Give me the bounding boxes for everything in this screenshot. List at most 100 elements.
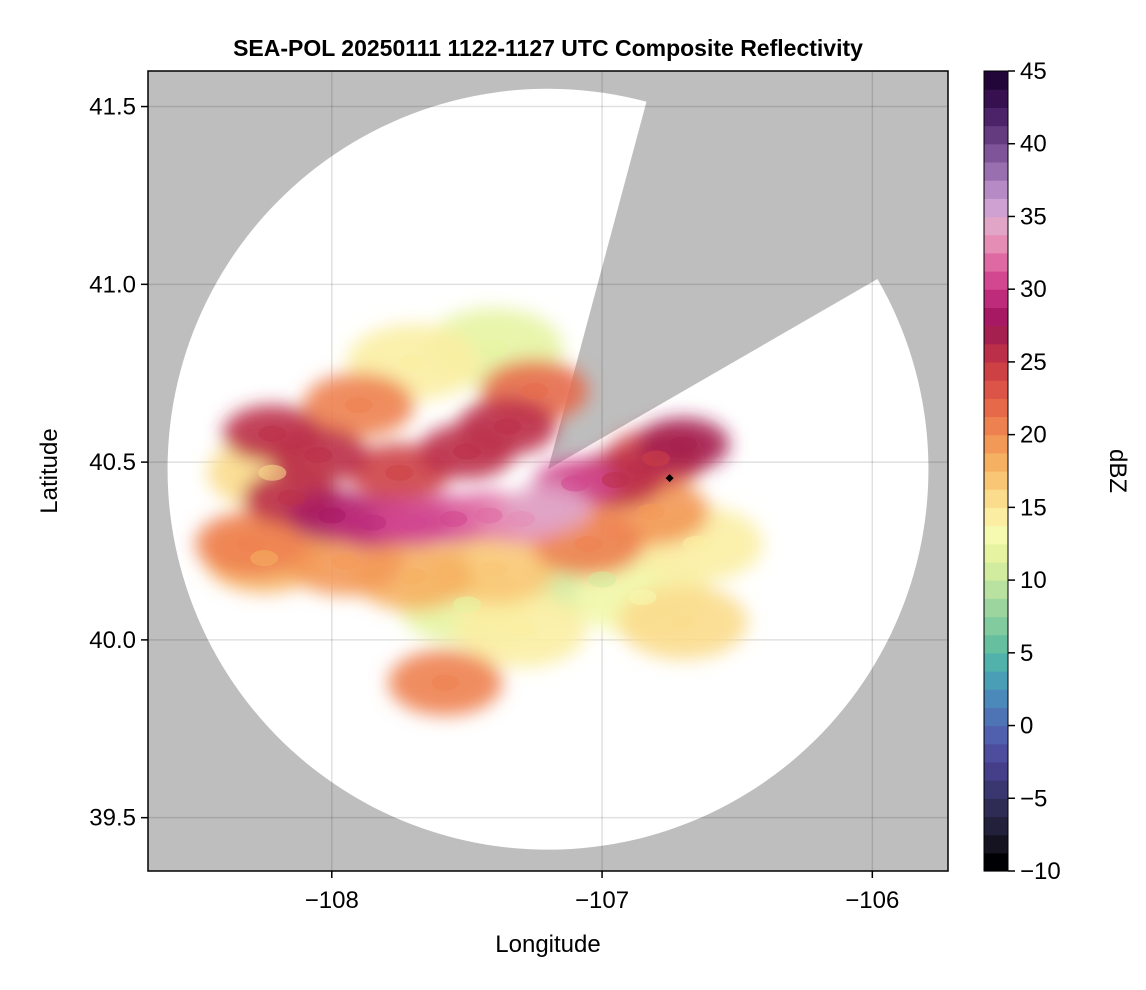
echo-core bbox=[479, 340, 508, 357]
colorbar-tick-label: 40 bbox=[1020, 131, 1047, 158]
colorbar-segment bbox=[984, 707, 1008, 727]
colorbar-segment bbox=[984, 725, 1008, 745]
echo-core bbox=[601, 471, 630, 488]
colorbar-segment bbox=[984, 798, 1008, 818]
colorbar-segment bbox=[984, 416, 1008, 436]
colorbar-segment bbox=[984, 689, 1008, 708]
x-tick-label: −107 bbox=[575, 887, 629, 914]
colorbar-segment bbox=[984, 507, 1008, 527]
plot-frame bbox=[147, 70, 949, 872]
colorbar-segment bbox=[984, 761, 1008, 781]
colorbar-segment bbox=[984, 252, 1008, 272]
echo-core bbox=[452, 443, 481, 460]
colorbar-segment bbox=[984, 234, 1008, 254]
echo-core bbox=[479, 560, 508, 577]
echo-core bbox=[474, 507, 503, 524]
x-tick-label: −108 bbox=[305, 887, 359, 914]
colorbar-segment bbox=[984, 543, 1008, 563]
echo-core bbox=[636, 503, 665, 520]
echo-core bbox=[669, 436, 698, 453]
colorbar-segment bbox=[984, 598, 1008, 618]
colorbar-segment bbox=[984, 180, 1008, 199]
echo-core bbox=[331, 553, 360, 570]
colorbar-segment bbox=[984, 580, 1008, 599]
echo-core bbox=[398, 354, 427, 371]
echo-core bbox=[642, 450, 671, 467]
colorbar-segment bbox=[984, 743, 1008, 763]
colorbar-tick-label: 5 bbox=[1020, 640, 1033, 667]
echo-core bbox=[493, 418, 522, 435]
colorbar-segment bbox=[984, 71, 1008, 90]
colorbar-segment bbox=[984, 198, 1008, 218]
colorbar-segment bbox=[984, 652, 1008, 672]
echo-core bbox=[317, 507, 346, 524]
colorbar-tick-label: 35 bbox=[1020, 203, 1047, 230]
echo-core bbox=[358, 514, 387, 531]
y-tick-label: 41.5 bbox=[89, 94, 136, 121]
echo-core bbox=[682, 535, 711, 552]
echo-core bbox=[250, 550, 279, 567]
colorbar-segment bbox=[984, 125, 1008, 145]
colorbar-segment bbox=[984, 816, 1008, 836]
colorbar-tick-label: 15 bbox=[1020, 494, 1047, 521]
colorbar-segment bbox=[984, 434, 1008, 454]
echo-core bbox=[236, 535, 265, 552]
colorbar-segment bbox=[984, 671, 1008, 690]
site-marker-diamond bbox=[665, 474, 674, 483]
echo-core bbox=[304, 447, 333, 463]
y-tick-label: 40.5 bbox=[89, 449, 136, 476]
chart-title: SEA-POL 20250111 1122-1127 UTC Composite… bbox=[233, 35, 863, 61]
colorbar-frame bbox=[983, 70, 1009, 872]
colorbar-segment bbox=[984, 525, 1008, 545]
colorbar-segment bbox=[984, 489, 1008, 508]
y-tick-label: 39.5 bbox=[89, 805, 136, 832]
colorbar-segment bbox=[984, 307, 1008, 327]
colorbar-segment bbox=[984, 107, 1008, 127]
colorbar-tick-label: 10 bbox=[1020, 567, 1047, 594]
y-tick-label: 40.0 bbox=[89, 627, 136, 654]
echo-core bbox=[258, 425, 287, 442]
colorbar-ticks: −10 −5 0 5 10 15 20 25 30 35 40 45 bbox=[1008, 58, 1061, 885]
colorbar-segment bbox=[984, 216, 1008, 236]
colorbar bbox=[984, 71, 1008, 872]
colorbar-tick-label: −10 bbox=[1020, 858, 1061, 885]
colorbar-segment bbox=[984, 161, 1008, 181]
colorbar-segment bbox=[984, 398, 1008, 418]
plot-area bbox=[148, 71, 948, 871]
echo-core bbox=[669, 614, 698, 631]
x-axis-label: Longitude bbox=[495, 931, 600, 958]
colorbar-segment bbox=[984, 834, 1008, 854]
echo-core bbox=[628, 589, 657, 606]
y-axis-label: Latitude bbox=[36, 428, 63, 513]
colorbar-segment bbox=[984, 380, 1008, 399]
colorbar-segment bbox=[984, 143, 1008, 163]
colorbar-segment bbox=[984, 634, 1008, 654]
y-axis-ticks: 39.5 40.0 40.5 41.0 41.5 bbox=[89, 94, 148, 832]
echo-core bbox=[452, 596, 481, 613]
colorbar-segment bbox=[984, 780, 1008, 799]
colorbar-tick-label: 20 bbox=[1020, 422, 1047, 449]
y-tick-label: 41.0 bbox=[89, 271, 136, 298]
echo-core bbox=[506, 621, 535, 638]
echo-core bbox=[520, 383, 549, 399]
colorbar-segment bbox=[984, 561, 1008, 581]
echo-core bbox=[398, 514, 427, 531]
x-axis-ticks: −108 −107 −106 bbox=[305, 871, 899, 914]
x-tick-label: −106 bbox=[845, 887, 899, 914]
colorbar-tick-label: 0 bbox=[1020, 713, 1033, 740]
echo-core bbox=[398, 567, 427, 584]
colorbar-tick-label: −5 bbox=[1020, 785, 1047, 812]
echo-core bbox=[534, 500, 562, 517]
echo-core bbox=[344, 397, 373, 414]
colorbar-tick-label: 25 bbox=[1020, 349, 1047, 376]
echo-core bbox=[574, 535, 603, 552]
echo-core bbox=[431, 674, 460, 691]
colorbar-segment bbox=[984, 471, 1008, 490]
colorbar-tick-label: 30 bbox=[1020, 276, 1047, 303]
colorbar-segment bbox=[984, 361, 1008, 381]
echo-core bbox=[277, 489, 306, 506]
echo-core bbox=[385, 464, 414, 481]
echo-core bbox=[506, 511, 535, 527]
colorbar-segment bbox=[984, 452, 1008, 472]
colorbar-tick-label: 45 bbox=[1020, 58, 1047, 85]
